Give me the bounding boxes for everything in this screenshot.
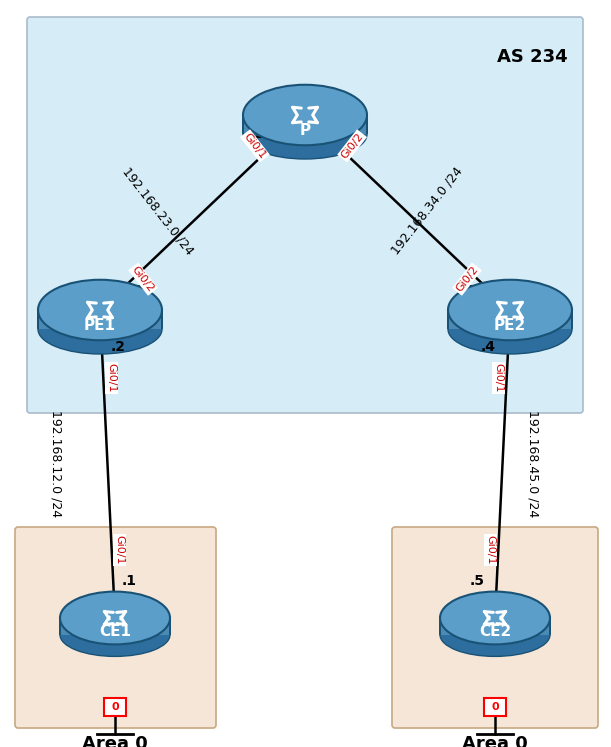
Text: Area 0: Area 0 <box>462 735 528 747</box>
Bar <box>484 698 506 716</box>
Text: Gi0/1: Gi0/1 <box>115 536 125 565</box>
FancyBboxPatch shape <box>447 310 449 329</box>
FancyBboxPatch shape <box>549 618 551 635</box>
Text: .4: .4 <box>481 340 496 354</box>
Ellipse shape <box>440 613 550 657</box>
FancyBboxPatch shape <box>366 115 368 134</box>
Text: Gi0/2: Gi0/2 <box>339 131 365 161</box>
Text: Gi0/1: Gi0/1 <box>242 131 268 161</box>
Ellipse shape <box>60 613 170 657</box>
Text: Gi0/2: Gi0/2 <box>454 264 480 294</box>
FancyBboxPatch shape <box>60 618 170 635</box>
Text: 0: 0 <box>111 702 119 712</box>
FancyBboxPatch shape <box>440 618 550 635</box>
Ellipse shape <box>243 84 367 145</box>
Ellipse shape <box>448 279 572 340</box>
Text: CE2: CE2 <box>479 624 511 639</box>
Bar <box>104 698 126 716</box>
FancyBboxPatch shape <box>38 310 162 329</box>
Text: .3: .3 <box>336 128 351 141</box>
Text: 192.168.45.0 /24: 192.168.45.0 /24 <box>526 410 539 518</box>
Text: Gi0/2: Gi0/2 <box>130 264 156 294</box>
FancyBboxPatch shape <box>59 618 61 635</box>
Text: P: P <box>299 123 310 138</box>
Text: 192.168.34.0 /24: 192.168.34.0 /24 <box>389 164 466 257</box>
FancyBboxPatch shape <box>169 618 171 635</box>
Text: 192.168.23.0 /24: 192.168.23.0 /24 <box>120 164 196 257</box>
FancyBboxPatch shape <box>439 618 441 635</box>
FancyBboxPatch shape <box>392 527 598 728</box>
Ellipse shape <box>38 305 162 354</box>
FancyBboxPatch shape <box>448 310 572 329</box>
Text: .2: .2 <box>111 340 125 354</box>
Ellipse shape <box>448 305 572 354</box>
Text: PE2: PE2 <box>494 318 526 333</box>
FancyBboxPatch shape <box>571 310 573 329</box>
Text: 192.168.12.0 /24: 192.168.12.0 /24 <box>49 410 62 518</box>
FancyBboxPatch shape <box>27 17 583 413</box>
Text: Area 0: Area 0 <box>82 735 148 747</box>
Ellipse shape <box>60 592 170 645</box>
Text: .5: .5 <box>469 574 485 588</box>
Text: .1: .1 <box>122 574 137 588</box>
Text: Gi0/1: Gi0/1 <box>106 363 116 392</box>
Text: .2: .2 <box>129 284 144 297</box>
Text: Gi0/1: Gi0/1 <box>485 536 496 565</box>
Ellipse shape <box>38 279 162 340</box>
Text: AS 234: AS 234 <box>497 48 568 66</box>
Ellipse shape <box>440 592 550 645</box>
Text: PE1: PE1 <box>84 318 116 333</box>
FancyBboxPatch shape <box>37 310 39 329</box>
Text: Gi0/1: Gi0/1 <box>494 363 503 392</box>
FancyBboxPatch shape <box>242 115 244 134</box>
Ellipse shape <box>243 110 367 159</box>
Text: .4: .4 <box>460 284 475 297</box>
FancyBboxPatch shape <box>161 310 163 329</box>
Text: CE1: CE1 <box>99 624 131 639</box>
FancyBboxPatch shape <box>243 115 367 134</box>
Text: .3: .3 <box>251 128 266 141</box>
Text: 0: 0 <box>491 702 499 712</box>
FancyBboxPatch shape <box>15 527 216 728</box>
